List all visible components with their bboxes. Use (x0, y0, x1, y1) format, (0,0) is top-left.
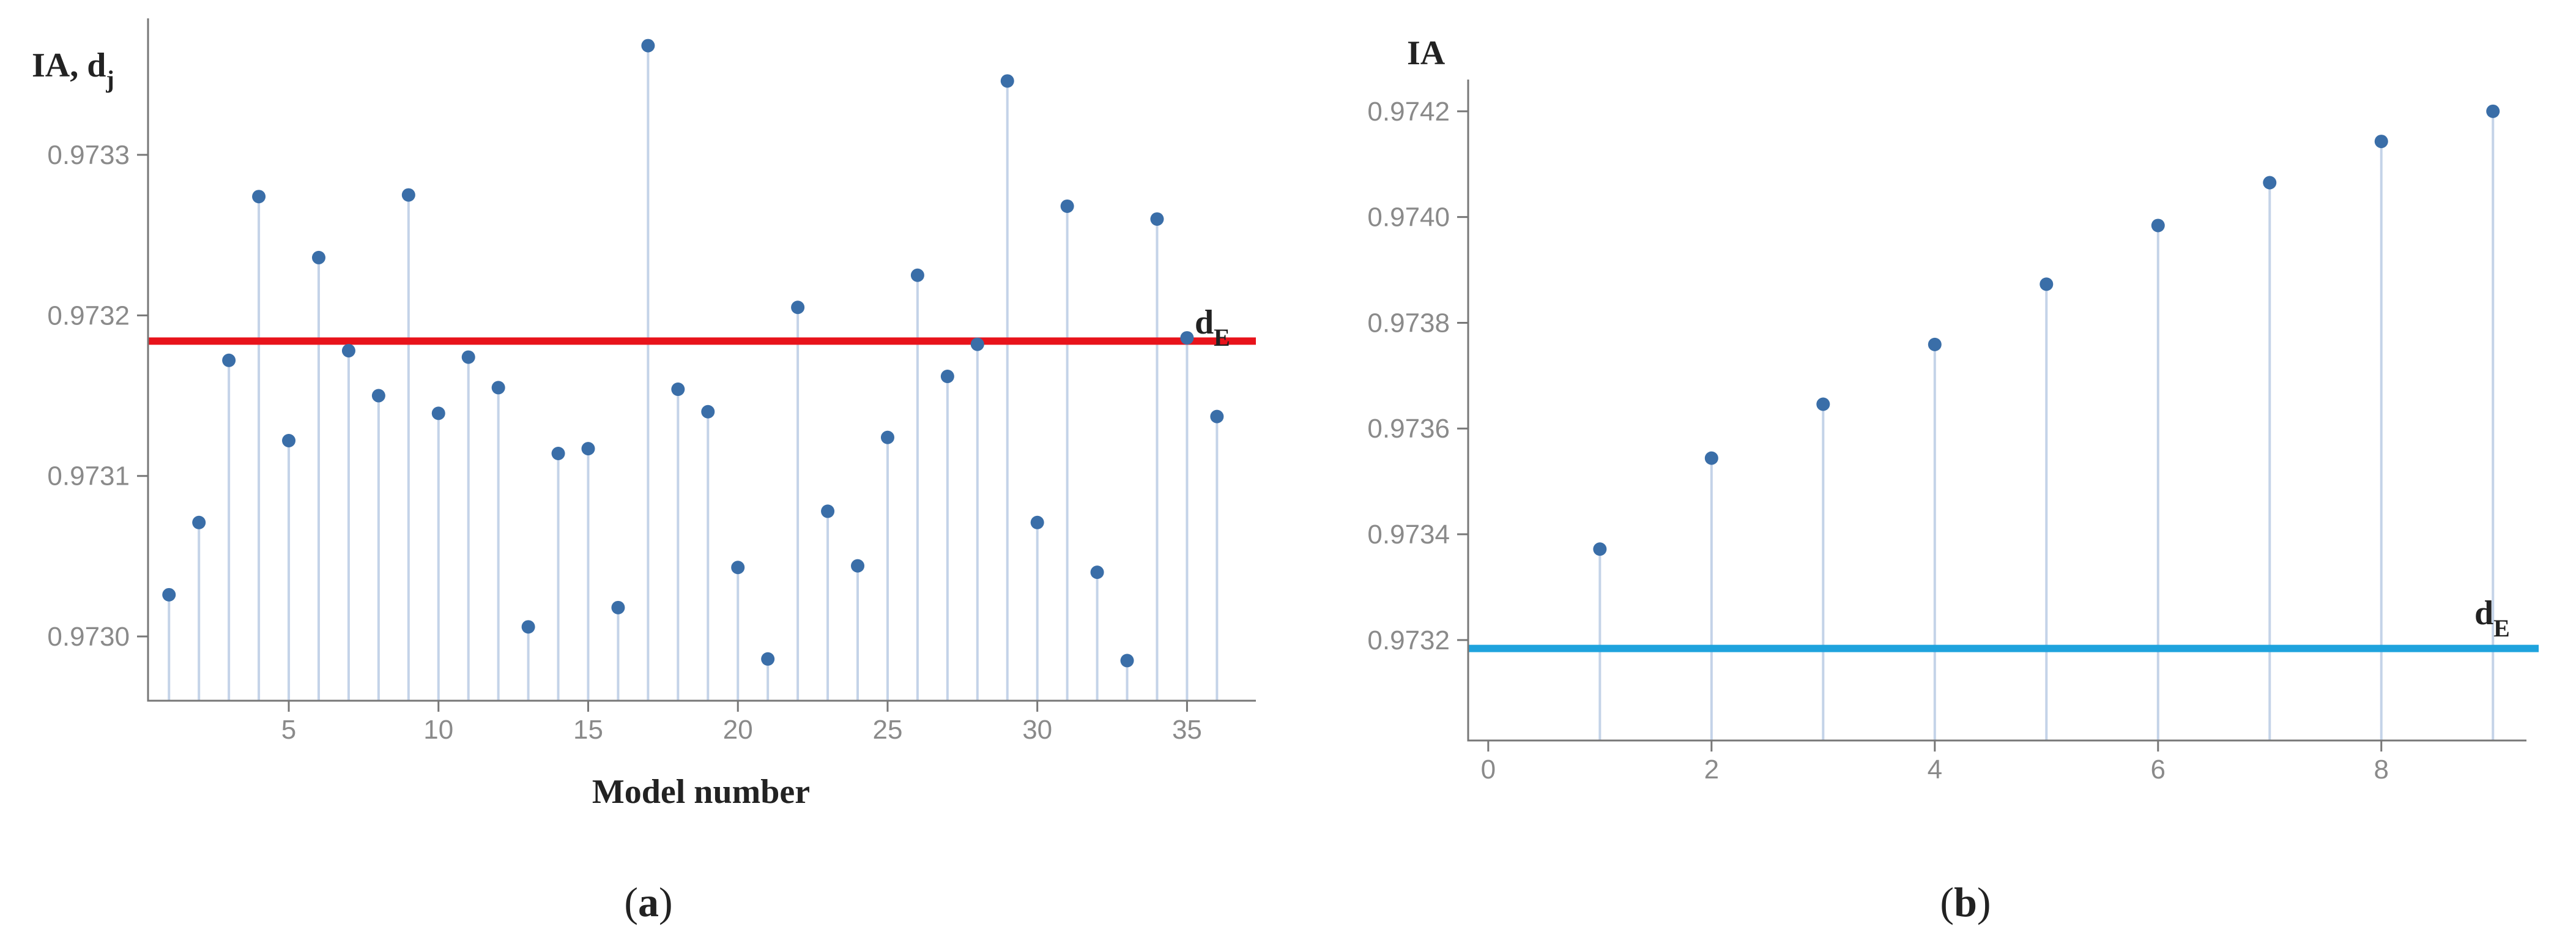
x-tick-label: 25 (872, 715, 902, 745)
data-point (2151, 218, 2165, 233)
axes-a (147, 18, 1256, 702)
x-tick-label: 20 (723, 715, 753, 745)
data-point (1928, 337, 1942, 351)
x-ticks-b: 0 2 4 6 8 (1481, 740, 2389, 785)
data-point (1180, 331, 1194, 345)
y-tick-label: 0.9730 (47, 622, 130, 652)
y-tick-label: 0.9732 (47, 300, 130, 330)
point-series-b (1593, 104, 2500, 556)
y-tick-label: 0.9736 (1367, 414, 1450, 444)
x-ticks-a: 5 10 15 20 25 30 35 (281, 701, 1202, 745)
caption-a: (a) (624, 879, 672, 925)
data-point (371, 389, 385, 403)
x-tick-label: 8 (2374, 755, 2389, 785)
y-tick-label: 0.9738 (1367, 308, 1450, 338)
y-axis-title-a: IA, dj (32, 47, 114, 93)
data-point (491, 381, 505, 395)
data-point (2374, 135, 2388, 149)
y-tick-label: 0.9742 (1367, 97, 1450, 127)
data-point (282, 433, 296, 447)
point-series-a (162, 39, 1224, 668)
data-point (2263, 176, 2277, 190)
data-point (821, 504, 835, 518)
data-point (641, 39, 655, 53)
data-point (1704, 451, 1718, 465)
y-tick-label: 0.9740 (1367, 203, 1450, 233)
x-tick-label: 4 (1928, 755, 1942, 785)
data-point (1593, 542, 1607, 556)
data-point (1090, 565, 1104, 580)
data-point (761, 652, 775, 666)
data-point (671, 382, 685, 397)
y-tick-label: 0.9733 (47, 140, 130, 170)
y-ticks-b: 0.9732 0.9734 0.9736 0.9738 0.9740 0.9742 (1367, 97, 1468, 655)
reference-line-label-a: dE (1195, 304, 1230, 351)
data-point (1000, 74, 1014, 88)
data-point (581, 442, 595, 456)
data-point (851, 559, 865, 573)
data-point (1030, 515, 1044, 529)
data-point (791, 300, 805, 315)
data-point (401, 188, 415, 202)
data-point (1060, 199, 1074, 213)
data-point (252, 190, 266, 204)
x-tick-label: 10 (423, 715, 453, 745)
data-point (940, 370, 954, 384)
data-point (341, 344, 355, 358)
caption-b: (b) (1940, 879, 1991, 925)
data-point (731, 561, 745, 575)
y-ticks-a: 0.9730 0.9731 0.9732 0.9733 (47, 140, 148, 652)
data-point (162, 588, 176, 602)
y-tick-label: 0.9734 (1367, 520, 1450, 550)
data-point (701, 405, 715, 419)
x-tick-label: 30 (1022, 715, 1052, 745)
x-tick-label: 5 (281, 715, 296, 745)
x-tick-label: 2 (1704, 755, 1719, 785)
data-point (1150, 212, 1164, 226)
data-point (2486, 104, 2500, 118)
chart-panel-a: 5 10 15 20 25 30 35 0.9730 0.9731 0.9732 0.9733 I… (32, 18, 1256, 925)
data-point (521, 620, 535, 634)
data-point (611, 600, 625, 614)
data-point (910, 268, 924, 282)
data-point (431, 406, 445, 420)
data-point (222, 353, 236, 367)
data-point (880, 430, 894, 444)
x-tick-label: 0 (1481, 755, 1496, 785)
x-tick-label: 35 (1172, 715, 1202, 745)
data-point (1120, 654, 1134, 668)
data-point (192, 515, 206, 529)
axes-b (1467, 80, 2526, 742)
x-axis-title-a: Model number (592, 773, 810, 811)
stem-series-a (168, 45, 1219, 701)
data-point (551, 446, 565, 460)
reference-line-label-b: dE (2474, 594, 2510, 642)
y-tick-label: 0.9731 (47, 461, 130, 491)
data-point (461, 350, 475, 364)
data-point (311, 250, 325, 264)
x-tick-label: 15 (573, 715, 603, 745)
data-point (970, 337, 984, 351)
data-point (2040, 277, 2054, 291)
y-tick-label: 0.9732 (1367, 625, 1450, 655)
data-point (1816, 397, 1830, 411)
data-point (1210, 409, 1224, 423)
y-axis-title-b: IA (1407, 34, 1446, 72)
x-tick-label: 6 (2151, 755, 2166, 785)
